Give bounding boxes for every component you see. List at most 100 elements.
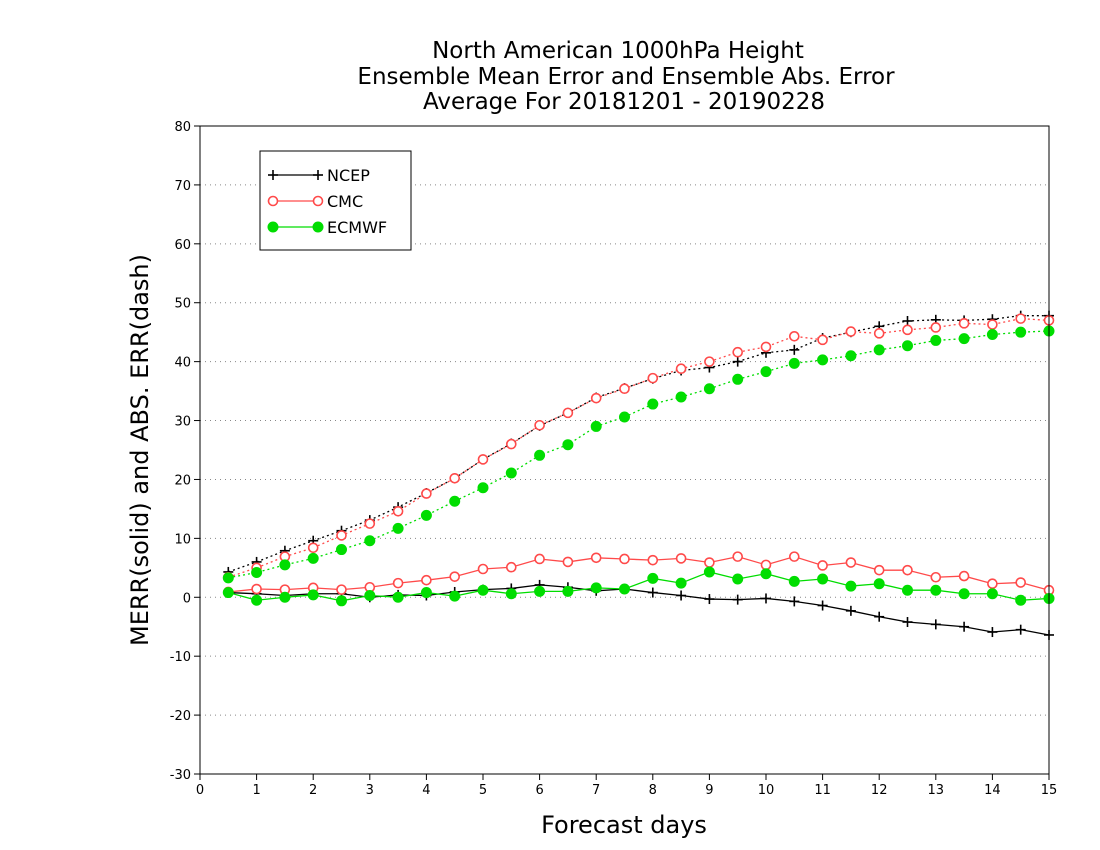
merr-point [619, 553, 630, 565]
merr-point [392, 591, 404, 603]
abs-err-point [873, 344, 885, 356]
y-tick-label: 60 [174, 238, 191, 253]
y-tick-label: 50 [174, 297, 191, 312]
legend-entry-cmc: CMC [267, 192, 363, 211]
abs-err-point [732, 346, 744, 358]
merr-point [845, 580, 857, 592]
legend-label: NCEP [327, 166, 370, 185]
merr-line-cmc [228, 555, 1050, 593]
x-tick-label: 7 [592, 783, 600, 798]
x-tick-label: 10 [758, 783, 775, 798]
legend-entry-ecmwf: ECMWF [267, 218, 387, 237]
abs-err-line-ecmwf [228, 330, 1050, 579]
chart-title: North American 1000hPa Height Ensemble M… [357, 38, 895, 115]
abs-err-point [590, 392, 602, 404]
abs-err-point [732, 373, 744, 385]
merr-point [817, 573, 829, 585]
abs-err-point [505, 467, 517, 479]
merr-point [505, 561, 517, 573]
merr-point [647, 554, 659, 566]
abs-err-point [930, 322, 942, 333]
y-tick-label: 30 [174, 415, 191, 430]
abs-err-point [392, 522, 404, 534]
y-tick-label: 20 [174, 473, 191, 488]
merr-point [874, 611, 885, 622]
merr-point [1015, 594, 1027, 606]
x-tick-label: 0 [196, 783, 204, 798]
merr-point [534, 585, 546, 597]
x-tick-label: 1 [252, 783, 260, 798]
abs-err-point [421, 488, 432, 499]
abs-err-point [590, 420, 602, 432]
legend-marker [268, 170, 278, 180]
merr-point [590, 552, 602, 564]
abs-err-point [788, 357, 800, 369]
abs-err-point [902, 324, 913, 336]
merr-point [562, 556, 574, 568]
series-lines [222, 310, 1055, 640]
series-cmc [223, 313, 1055, 598]
merr-point [930, 571, 942, 583]
abs-err-point [732, 356, 743, 367]
abs-err-point [845, 350, 857, 362]
merr-point [788, 575, 800, 587]
merr-point [675, 553, 687, 564]
abs-err-point [760, 366, 772, 378]
legend-marker [267, 195, 279, 207]
abs-err-point [392, 505, 404, 517]
y-axis-label: MERR(solid) and ABS. ERR(dash) [126, 254, 154, 646]
merr-point [477, 563, 489, 575]
merr-point [902, 584, 913, 596]
abs-err-point [619, 383, 630, 395]
abs-err-point [477, 454, 489, 465]
abs-err-point [562, 407, 574, 419]
merr-point [675, 577, 687, 589]
chart-title-line-1: North American 1000hPa Height [432, 38, 804, 64]
y-tick-label: -10 [170, 650, 191, 665]
x-tick-label: 13 [928, 783, 945, 798]
merr-line-ecmwf [228, 571, 1050, 602]
y-tick-label: -20 [170, 709, 191, 724]
abs-err-line-ncep [228, 315, 1049, 573]
abs-err-point [251, 567, 263, 579]
abs-err-point [279, 559, 291, 571]
abs-err-point [336, 544, 347, 556]
merr-point [845, 557, 857, 568]
y-tick-label: 80 [174, 120, 191, 135]
merr-point [251, 583, 262, 595]
abs-err-point [562, 439, 574, 451]
x-axis-label: Forecast days [541, 811, 707, 839]
merr-point [619, 583, 630, 595]
merr-point [732, 573, 744, 585]
merr-point [477, 584, 489, 596]
merr-point [958, 570, 970, 582]
merr-point [562, 585, 574, 597]
merr-point [1015, 624, 1026, 635]
x-tick-label: 3 [366, 783, 374, 798]
merr-point [789, 596, 800, 607]
merr-point [987, 578, 998, 590]
legend-marker [313, 170, 323, 180]
merr-point [930, 619, 941, 630]
abs-err-point [788, 331, 800, 342]
merr-point [336, 584, 347, 595]
merr-point [902, 564, 913, 576]
legend-marker [312, 195, 324, 207]
abs-err-point [986, 329, 998, 341]
x-tick-label: 8 [649, 783, 657, 798]
abs-err-point [477, 482, 489, 494]
abs-err-point [930, 334, 942, 346]
merr-point [336, 595, 347, 607]
x-tick-label: 6 [535, 783, 543, 798]
abs-err-point [364, 535, 376, 547]
merr-point [845, 605, 856, 616]
merr-point [704, 594, 715, 605]
merr-point [959, 621, 970, 632]
abs-err-point [902, 315, 913, 326]
x-tick-label: 4 [422, 783, 430, 798]
legend-label: CMC [327, 192, 363, 211]
abs-err-point [222, 572, 234, 584]
abs-err-point [1015, 313, 1027, 324]
